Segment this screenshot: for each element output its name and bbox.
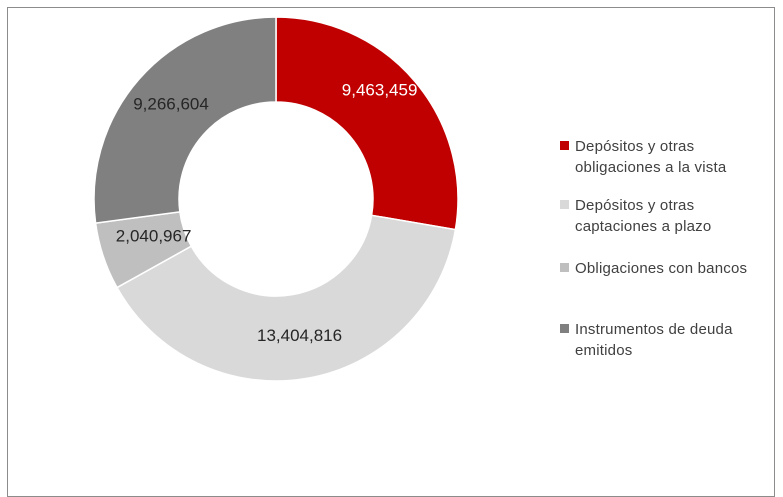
- data-label: 9,266,604: [133, 95, 209, 114]
- slice-depositos-vista: [275, 16, 459, 231]
- legend-item-depositos-plazo: Depósitos y otras captaciones a plazo: [560, 195, 711, 237]
- data-label: 13,404,816: [257, 326, 342, 345]
- slice-instrumentos-deuda: [93, 16, 277, 224]
- legend-swatch: [560, 263, 569, 272]
- data-label: 2,040,967: [116, 226, 192, 245]
- data-label: 9,463,459: [342, 81, 418, 100]
- legend-item-depositos-vista: Depósitos y otras obligaciones a la vist…: [560, 136, 726, 178]
- legend-swatch: [560, 324, 569, 333]
- legend-label: Depósitos y otras captaciones a plazo: [575, 197, 712, 235]
- legend-item-instrumentos-deuda: Instrumentos de deuda emitidos: [560, 319, 733, 361]
- slice-depositos-plazo: [115, 214, 457, 382]
- legend-label: Depósitos y otras obligaciones a la vist…: [575, 138, 727, 176]
- legend-label: Obligaciones con bancos: [575, 260, 748, 277]
- legend-label: Instrumentos de deuda emitidos: [575, 321, 733, 359]
- legend-swatch: [560, 200, 569, 209]
- legend-item-obligaciones-bancos: Obligaciones con bancos: [560, 258, 747, 279]
- legend-swatch: [560, 141, 569, 150]
